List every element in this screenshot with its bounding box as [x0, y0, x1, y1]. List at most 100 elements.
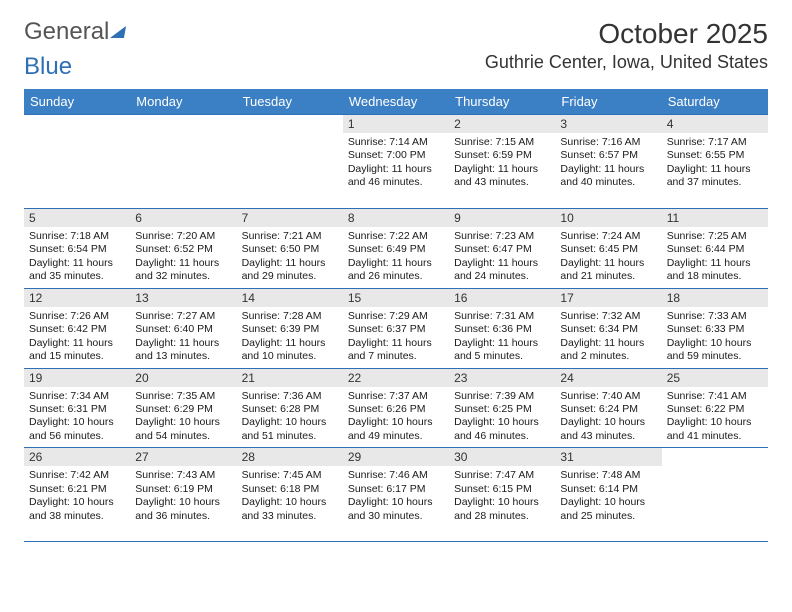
sunset-text: Sunset: 7:00 PM — [348, 149, 444, 162]
sunrise-text: Sunrise: 7:32 AM — [560, 310, 656, 323]
daylight-text-2: and 38 minutes. — [29, 510, 125, 523]
daylight-text-1: Daylight: 10 hours — [29, 416, 125, 429]
daylight-text-1: Daylight: 10 hours — [454, 496, 550, 509]
calendar-cell: 20Sunrise: 7:35 AMSunset: 6:29 PMDayligh… — [130, 368, 236, 448]
daylight-text-2: and 54 minutes. — [135, 430, 231, 443]
sunset-text: Sunset: 6:59 PM — [454, 149, 550, 162]
daylight-text-2: and 2 minutes. — [560, 350, 656, 363]
sunrise-text: Sunrise: 7:42 AM — [29, 469, 125, 482]
daylight-text-2: and 29 minutes. — [242, 270, 338, 283]
day-details: Sunrise: 7:24 AMSunset: 6:45 PMDaylight:… — [555, 227, 661, 288]
daylight-text-1: Daylight: 11 hours — [454, 337, 550, 350]
weekday-header: Saturday — [662, 89, 768, 115]
sunset-text: Sunset: 6:49 PM — [348, 243, 444, 256]
calendar-row: 5Sunrise: 7:18 AMSunset: 6:54 PMDaylight… — [24, 209, 768, 289]
calendar-cell: 15Sunrise: 7:29 AMSunset: 6:37 PMDayligh… — [343, 288, 449, 368]
day-details: Sunrise: 7:39 AMSunset: 6:25 PMDaylight:… — [449, 387, 555, 448]
weekday-header: Friday — [555, 89, 661, 115]
sunrise-text: Sunrise: 7:45 AM — [242, 469, 338, 482]
daylight-text-1: Daylight: 11 hours — [348, 163, 444, 176]
day-details: Sunrise: 7:35 AMSunset: 6:29 PMDaylight:… — [130, 387, 236, 448]
daylight-text-1: Daylight: 11 hours — [560, 163, 656, 176]
daylight-text-1: Daylight: 11 hours — [667, 257, 763, 270]
day-number: 21 — [237, 369, 343, 387]
daylight-text-1: Daylight: 10 hours — [348, 416, 444, 429]
day-number: 16 — [449, 289, 555, 307]
sunrise-text: Sunrise: 7:39 AM — [454, 390, 550, 403]
daylight-text-2: and 41 minutes. — [667, 430, 763, 443]
daylight-text-1: Daylight: 11 hours — [29, 337, 125, 350]
calendar-cell: 9Sunrise: 7:23 AMSunset: 6:47 PMDaylight… — [449, 209, 555, 289]
day-number: 2 — [449, 115, 555, 133]
daylight-text-1: Daylight: 11 hours — [242, 337, 338, 350]
calendar-cell: 4Sunrise: 7:17 AMSunset: 6:55 PMDaylight… — [662, 115, 768, 209]
day-number: 9 — [449, 209, 555, 227]
calendar-cell: 6Sunrise: 7:20 AMSunset: 6:52 PMDaylight… — [130, 209, 236, 289]
calendar-cell — [237, 115, 343, 209]
day-details: Sunrise: 7:37 AMSunset: 6:26 PMDaylight:… — [343, 387, 449, 448]
daylight-text-1: Daylight: 11 hours — [135, 257, 231, 270]
day-number: 23 — [449, 369, 555, 387]
sunset-text: Sunset: 6:15 PM — [454, 483, 550, 496]
calendar-cell: 23Sunrise: 7:39 AMSunset: 6:25 PMDayligh… — [449, 368, 555, 448]
sunset-text: Sunset: 6:17 PM — [348, 483, 444, 496]
calendar-cell: 27Sunrise: 7:43 AMSunset: 6:19 PMDayligh… — [130, 448, 236, 542]
daylight-text-1: Daylight: 11 hours — [348, 337, 444, 350]
sunrise-text: Sunrise: 7:35 AM — [135, 390, 231, 403]
day-details: Sunrise: 7:18 AMSunset: 6:54 PMDaylight:… — [24, 227, 130, 288]
sunrise-text: Sunrise: 7:24 AM — [560, 230, 656, 243]
calendar-cell: 13Sunrise: 7:27 AMSunset: 6:40 PMDayligh… — [130, 288, 236, 368]
day-details: Sunrise: 7:33 AMSunset: 6:33 PMDaylight:… — [662, 307, 768, 368]
day-details: Sunrise: 7:43 AMSunset: 6:19 PMDaylight:… — [130, 466, 236, 527]
day-details: Sunrise: 7:34 AMSunset: 6:31 PMDaylight:… — [24, 387, 130, 448]
calendar-row: 12Sunrise: 7:26 AMSunset: 6:42 PMDayligh… — [24, 288, 768, 368]
day-details: Sunrise: 7:47 AMSunset: 6:15 PMDaylight:… — [449, 466, 555, 527]
sunset-text: Sunset: 6:22 PM — [667, 403, 763, 416]
daylight-text-1: Daylight: 11 hours — [560, 257, 656, 270]
day-details: Sunrise: 7:29 AMSunset: 6:37 PMDaylight:… — [343, 307, 449, 368]
day-details: Sunrise: 7:48 AMSunset: 6:14 PMDaylight:… — [555, 466, 661, 527]
daylight-text-1: Daylight: 11 hours — [667, 163, 763, 176]
sunrise-text: Sunrise: 7:34 AM — [29, 390, 125, 403]
day-number: 30 — [449, 448, 555, 466]
calendar-cell: 22Sunrise: 7:37 AMSunset: 6:26 PMDayligh… — [343, 368, 449, 448]
sunrise-text: Sunrise: 7:41 AM — [667, 390, 763, 403]
calendar-cell: 26Sunrise: 7:42 AMSunset: 6:21 PMDayligh… — [24, 448, 130, 542]
day-details: Sunrise: 7:42 AMSunset: 6:21 PMDaylight:… — [24, 466, 130, 527]
day-details: Sunrise: 7:26 AMSunset: 6:42 PMDaylight:… — [24, 307, 130, 368]
sunset-text: Sunset: 6:28 PM — [242, 403, 338, 416]
day-details: Sunrise: 7:40 AMSunset: 6:24 PMDaylight:… — [555, 387, 661, 448]
calendar-cell: 2 Sunrise: 7:15 AMSunset: 6:59 PMDaylight… — [449, 115, 555, 209]
weekday-header-row: Sunday Monday Tuesday Wednesday Thursday… — [24, 89, 768, 115]
calendar-cell: 8Sunrise: 7:22 AMSunset: 6:49 PMDaylight… — [343, 209, 449, 289]
calendar-cell: 30Sunrise: 7:47 AMSunset: 6:15 PMDayligh… — [449, 448, 555, 542]
daylight-text-1: Daylight: 11 hours — [560, 337, 656, 350]
title-month: October 2025 — [485, 18, 768, 50]
sunrise-text: Sunrise: 7:48 AM — [560, 469, 656, 482]
daylight-text-1: Daylight: 11 hours — [454, 163, 550, 176]
bottom-border — [24, 541, 768, 542]
daylight-text-2: and 40 minutes. — [560, 176, 656, 189]
calendar-cell: 21Sunrise: 7:36 AMSunset: 6:28 PMDayligh… — [237, 368, 343, 448]
daylight-text-2: and 5 minutes. — [454, 350, 550, 363]
daylight-text-2: and 51 minutes. — [242, 430, 338, 443]
sunrise-text: Sunrise: 7:25 AM — [667, 230, 763, 243]
daylight-text-1: Daylight: 10 hours — [348, 496, 444, 509]
day-details: Sunrise: 7:46 AMSunset: 6:17 PMDaylight:… — [343, 466, 449, 527]
sunrise-text: Sunrise: 7:18 AM — [29, 230, 125, 243]
daylight-text-1: Daylight: 10 hours — [560, 416, 656, 429]
day-number: 11 — [662, 209, 768, 227]
day-details: Sunrise: 7:25 AMSunset: 6:44 PMDaylight:… — [662, 227, 768, 288]
sunset-text: Sunset: 6:44 PM — [667, 243, 763, 256]
sunrise-text: Sunrise: 7:15 AM — [454, 136, 550, 149]
daylight-text-1: Daylight: 11 hours — [29, 257, 125, 270]
weekday-header: Thursday — [449, 89, 555, 115]
day-details: Sunrise: 7:21 AMSunset: 6:50 PMDaylight:… — [237, 227, 343, 288]
weekday-header: Monday — [130, 89, 236, 115]
title-block: October 2025 Guthrie Center, Iowa, Unite… — [485, 18, 768, 73]
calendar-cell: 12Sunrise: 7:26 AMSunset: 6:42 PMDayligh… — [24, 288, 130, 368]
sunset-text: Sunset: 6:42 PM — [29, 323, 125, 336]
sunrise-text: Sunrise: 7:31 AM — [454, 310, 550, 323]
sunset-text: Sunset: 6:19 PM — [135, 483, 231, 496]
sunset-text: Sunset: 6:14 PM — [560, 483, 656, 496]
